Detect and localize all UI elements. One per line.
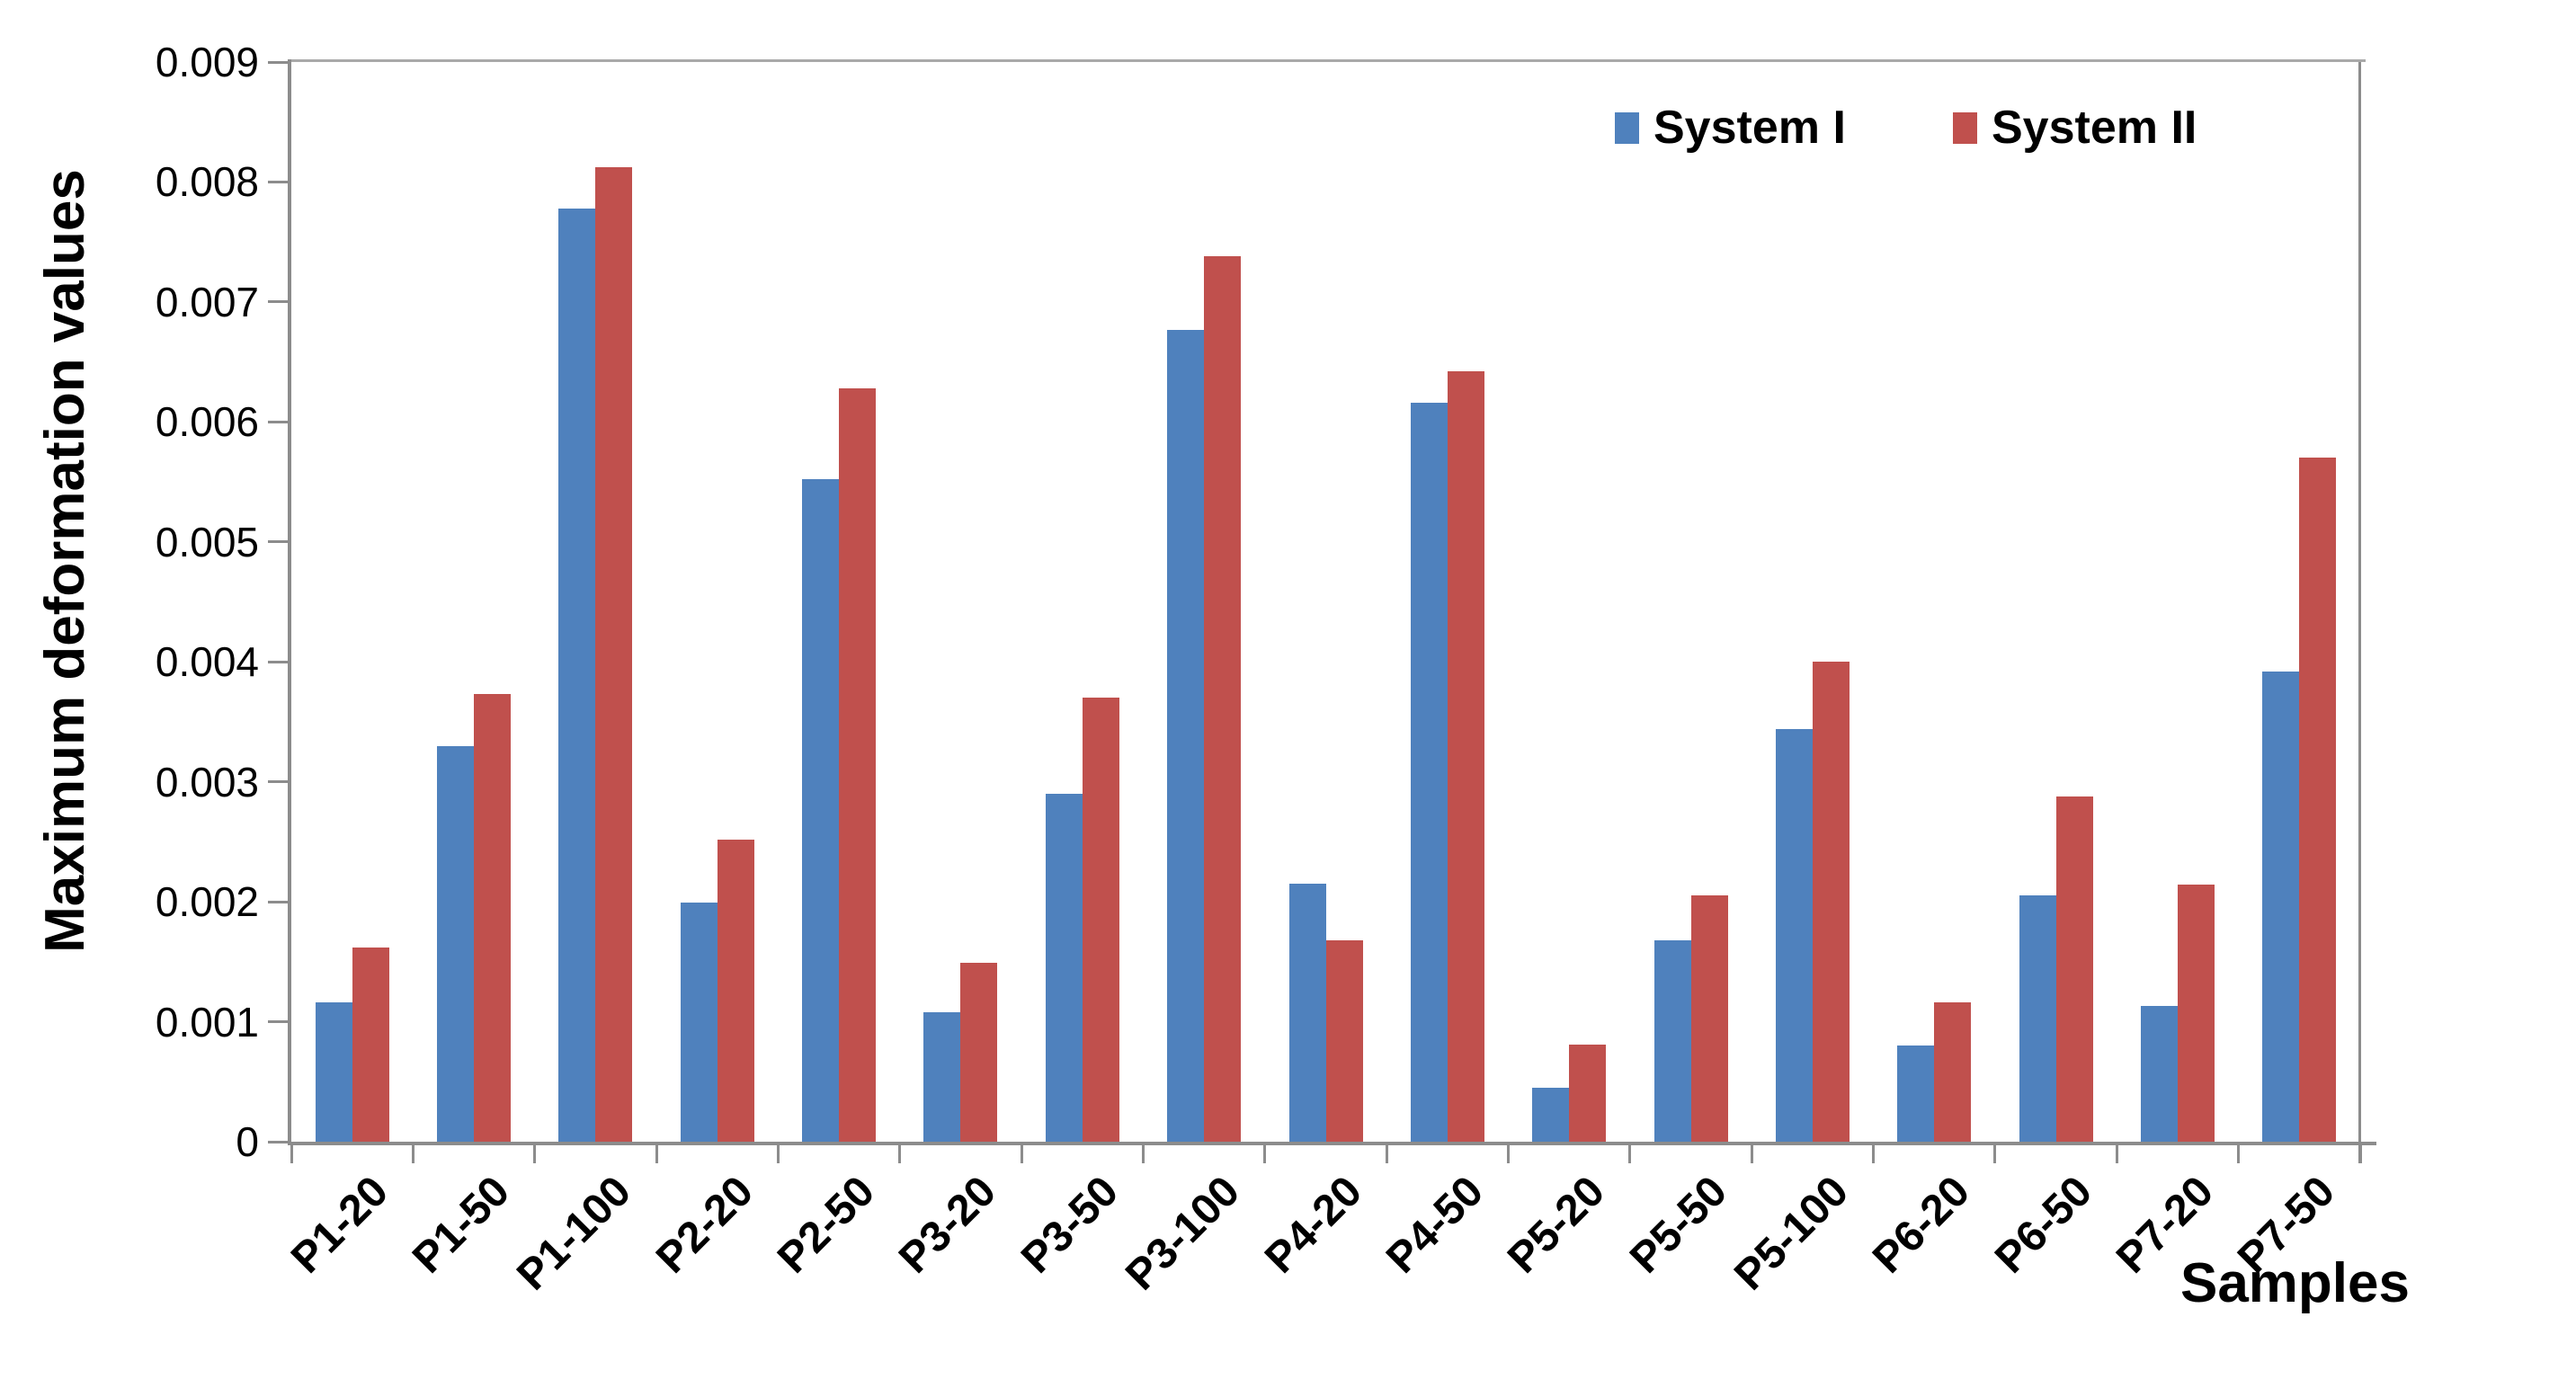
bar-system-ii-p3-50 <box>1082 698 1119 1142</box>
bar-system-ii-p4-20 <box>1325 940 1363 1142</box>
y-tick-label: 0.006 <box>155 398 259 446</box>
y-axis-line <box>288 59 291 1145</box>
x-tick <box>290 1145 293 1163</box>
x-tick <box>2358 1145 2362 1163</box>
y-tick-label: 0.004 <box>155 638 259 686</box>
bar-system-ii-p7-20 <box>2177 885 2215 1142</box>
x-tick <box>1872 1145 1876 1163</box>
bar-system-i-p5-100 <box>1775 729 1813 1142</box>
x-tick <box>2115 1145 2118 1163</box>
bar-system-ii-p1-20 <box>352 948 389 1142</box>
x-tick <box>411 1145 414 1163</box>
y-tick <box>268 180 288 183</box>
bar-system-ii-p5-100 <box>1812 662 1850 1142</box>
x-tick <box>1263 1145 1267 1163</box>
bar-system-ii-p1-100 <box>595 167 633 1142</box>
bar-system-i-p3-20 <box>923 1012 961 1142</box>
bar-system-i-p6-20 <box>1897 1046 1935 1142</box>
x-tick <box>1385 1145 1388 1163</box>
y-tick <box>268 60 288 64</box>
plot-border-top <box>288 59 2366 62</box>
bar-system-i-p1-50 <box>437 746 475 1142</box>
bar-system-ii-p4-50 <box>1447 371 1484 1142</box>
bar-system-i-p7-20 <box>2140 1006 2178 1142</box>
x-tick <box>898 1145 902 1163</box>
x-tick <box>2237 1145 2241 1163</box>
legend-label-system-i: System I <box>1653 102 1846 154</box>
legend-item-system-i: System I <box>1615 101 1846 155</box>
x-tick <box>533 1145 537 1163</box>
y-tick-label: 0 <box>236 1118 259 1165</box>
bar-system-ii-p2-20 <box>717 840 754 1142</box>
bar-system-i-p4-50 <box>1410 403 1448 1142</box>
plot-border-right <box>2358 62 2361 1163</box>
y-tick <box>268 900 288 903</box>
x-axis-title: Samples <box>2179 1252 2410 1314</box>
bar-system-ii-p5-50 <box>1690 895 1728 1142</box>
legend-swatch-system-ii-icon <box>1953 111 1977 144</box>
x-axis-line <box>288 1142 2376 1145</box>
legend-label-system-ii: System II <box>1992 102 2197 154</box>
y-tick-label: 0.008 <box>155 158 259 206</box>
bar-system-ii-p2-50 <box>839 388 877 1142</box>
x-tick <box>776 1145 780 1163</box>
bar-system-ii-p5-20 <box>1569 1045 1607 1142</box>
bar-system-ii-p3-100 <box>1204 256 1242 1142</box>
x-tick <box>1141 1145 1145 1163</box>
x-tick <box>1750 1145 1753 1163</box>
bar-system-ii-p1-50 <box>474 694 512 1142</box>
y-tick <box>268 420 288 423</box>
bar-system-ii-p6-20 <box>1934 1002 1972 1142</box>
bar-system-ii-p6-50 <box>2055 796 2093 1142</box>
y-tick-label: 0.001 <box>155 998 259 1046</box>
bar-system-i-p2-50 <box>802 479 840 1142</box>
bar-system-ii-p7-50 <box>2299 458 2337 1142</box>
y-tick-label: 0.007 <box>155 278 259 325</box>
y-tick-label: 0.003 <box>155 758 259 805</box>
y-tick-label: 0.002 <box>155 878 259 926</box>
x-tick <box>1993 1145 1997 1163</box>
y-tick-label: 0.005 <box>155 518 259 565</box>
x-tick <box>1628 1145 1632 1163</box>
bar-system-i-p5-20 <box>1532 1088 1570 1142</box>
y-tick <box>268 1140 288 1143</box>
bar-system-i-p4-20 <box>1288 884 1326 1142</box>
bar-system-i-p7-50 <box>2262 672 2300 1142</box>
legend-swatch-system-i-icon <box>1615 111 1639 144</box>
legend-item-system-ii: System II <box>1953 101 2197 155</box>
bar-system-i-p3-50 <box>1045 794 1083 1142</box>
bar-system-i-p3-100 <box>1167 330 1205 1142</box>
y-tick <box>268 1020 288 1024</box>
x-tick <box>1507 1145 1511 1163</box>
x-tick <box>655 1145 658 1163</box>
bar-system-i-p1-100 <box>558 209 596 1142</box>
bar-system-i-p6-50 <box>2019 895 2056 1142</box>
y-tick <box>268 540 288 544</box>
bar-system-i-p1-20 <box>315 1002 352 1142</box>
y-tick-label: 0.009 <box>155 39 259 85</box>
y-tick <box>268 780 288 784</box>
bar-system-i-p5-50 <box>1653 940 1691 1142</box>
bar-system-ii-p3-20 <box>960 963 998 1142</box>
y-tick <box>268 660 288 663</box>
bar-system-i-p2-20 <box>680 903 718 1142</box>
y-tick <box>268 300 288 304</box>
x-tick <box>1020 1145 1023 1163</box>
